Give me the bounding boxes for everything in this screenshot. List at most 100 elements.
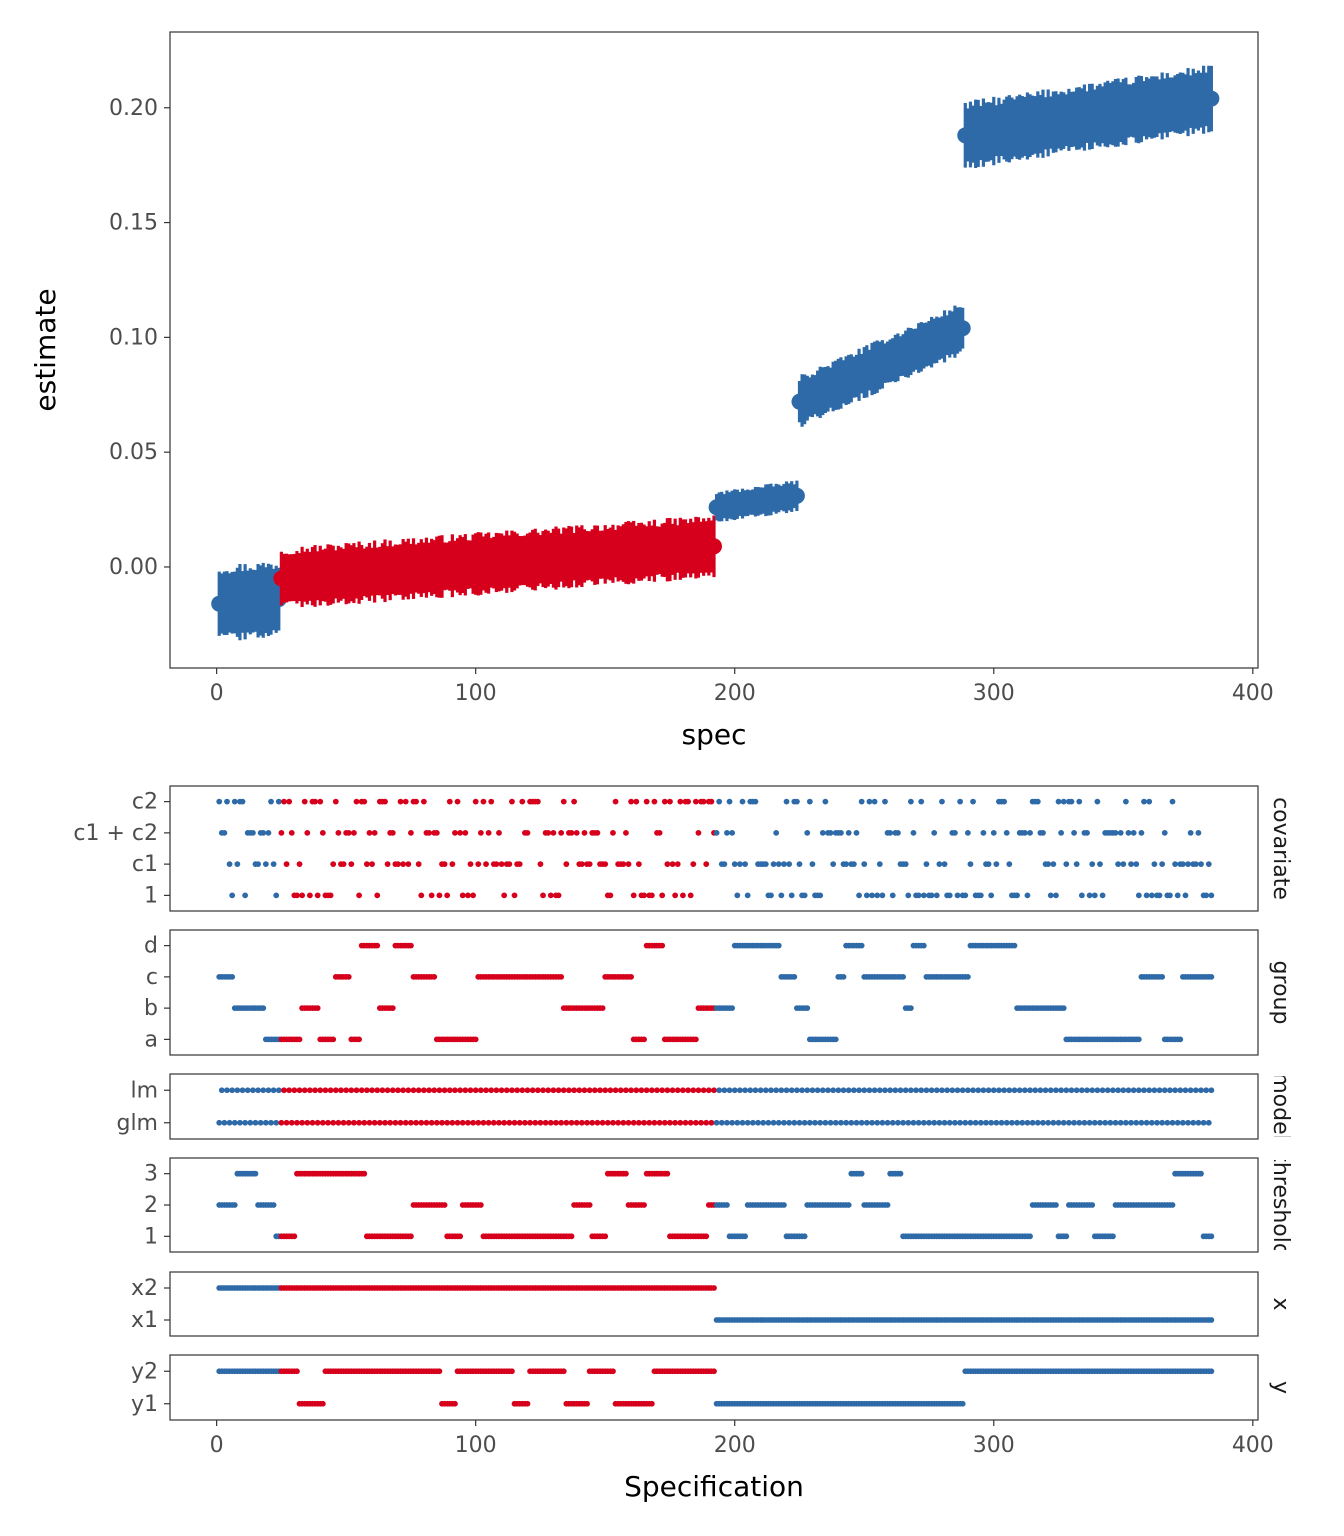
choice-dot [591,1087,598,1094]
choice-dot [1063,1087,1070,1094]
choice-dot [244,1087,251,1094]
choice-dot [773,1087,780,1094]
choice-dot [275,1087,282,1094]
choice-dot [568,1119,575,1126]
choice-dot [301,798,308,805]
choice-dot [641,1202,647,1208]
choice-dot [863,892,870,899]
choice-dot [553,1119,559,1126]
choice-dot [237,1119,243,1126]
choice-dot [791,1119,798,1126]
choice-dot [268,1119,274,1126]
choice-dot [1198,861,1204,868]
choice-dot [742,861,748,868]
choice-dot [1078,892,1085,899]
choice-dot [260,1005,267,1012]
choice-dot [830,861,837,868]
choice-dot [231,798,238,805]
estimate-point [706,538,722,555]
choice-dot [757,1087,764,1094]
choice-dot [351,1119,357,1126]
choice-dot [871,798,878,805]
choice-dot [216,798,223,805]
choice-dot [1135,1087,1142,1094]
choice-dot [426,829,432,836]
choice-dot [345,829,352,836]
choice-dot [724,1119,730,1126]
choice-dot [306,892,313,899]
choice-dot [744,1119,751,1126]
choice-dot [1195,1119,1202,1126]
choice-dot [519,1087,526,1094]
choice-dot [1198,1170,1204,1177]
choice-dot [524,1400,531,1407]
choice-dot [296,1087,303,1094]
choice-dot [441,1087,448,1094]
choice-dot [418,1119,425,1126]
choice-dot [889,892,896,899]
choice-dot [607,1087,614,1094]
level-label: x1 [131,1308,158,1333]
choice-dot [226,1119,233,1126]
choice-dot [918,798,925,805]
choice-dot [1195,829,1202,836]
choice-dot [382,1119,388,1126]
choice-dot [291,1087,298,1094]
x-tick-label: 400 [1232,1433,1274,1458]
choice-dot [537,861,544,868]
choice-dot [294,892,300,899]
choice-dot [571,1087,578,1094]
choice-dot [814,1087,821,1094]
choice-dot [1177,1087,1184,1094]
choice-dot [516,861,523,868]
choice-dot [887,829,894,836]
choice-dot [330,1036,337,1043]
choice-dot [345,1119,352,1126]
choice-dot [319,829,326,836]
choice-dot [1148,1119,1155,1126]
choice-dot [677,798,684,805]
choice-dot [1161,829,1168,836]
choice-dot [286,798,293,805]
choice-dot [920,942,927,949]
choice-dot [773,829,780,836]
choice-dot [353,1087,360,1094]
choice-dot [1110,1233,1116,1240]
choice-dot [845,1202,852,1208]
choice-dot [791,973,798,980]
x-tick-label: 0 [210,681,224,706]
choice-dot [900,973,907,980]
choice-dot [431,973,438,980]
choice-dot [685,1087,691,1094]
choice-dot [563,1119,570,1126]
choice-dot [1071,1119,1077,1126]
choice-dot [540,892,546,899]
choice-dot [1078,1087,1085,1094]
choice-dot [1182,892,1189,899]
choice-dot [819,829,826,836]
choice-dot [610,1119,616,1126]
choice-dot [1047,892,1054,899]
choice-dot [216,1119,223,1126]
choice-dot [252,1119,259,1126]
choice-dot [749,1119,756,1126]
choice-dot [516,1119,523,1126]
choice-dot [423,1119,430,1126]
choice-dot [485,829,492,836]
strip-label-model: model [1268,1072,1293,1141]
choice-dot [721,861,728,868]
choice-dot [778,1087,785,1094]
choice-dot [617,1087,624,1094]
choice-dot [413,798,419,805]
choice-dot [762,1087,769,1094]
choice-dot [428,1119,435,1126]
choice-dot [648,1087,655,1094]
choice-dot [332,798,339,805]
choice-dot [993,1119,1000,1126]
choice-dot [946,892,953,899]
choice-dot [806,798,813,805]
estimate-point [1203,90,1220,107]
choice-dot [1060,1119,1067,1126]
choice-dot [685,798,691,805]
choice-dot [1058,1087,1065,1094]
